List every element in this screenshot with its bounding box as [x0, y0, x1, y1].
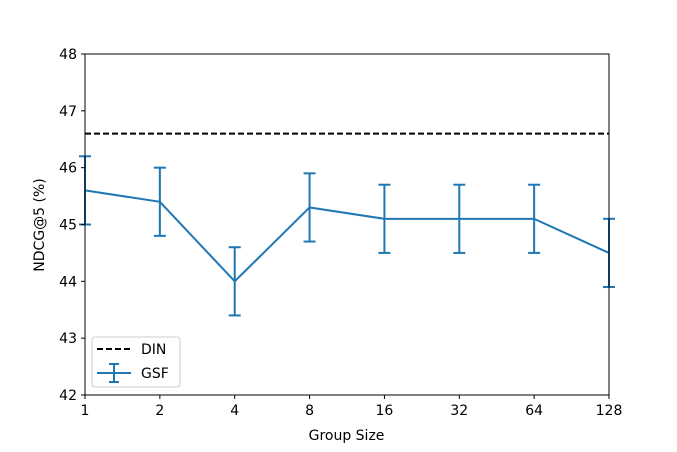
- gsf-errorbar: [303, 172, 316, 243]
- y-tick-label: 48: [59, 47, 77, 63]
- x-tick-label: 64: [525, 403, 543, 419]
- gsf-errorbar: [228, 246, 241, 317]
- x-tick-label: 4: [230, 403, 239, 419]
- x-tick-label: 32: [450, 403, 468, 419]
- gsf-errorbar: [453, 183, 466, 254]
- gsf-errorbar: [378, 183, 391, 254]
- legend-din-label: DIN: [141, 342, 166, 358]
- plot-area: [79, 132, 615, 317]
- x-tick-label: 2: [155, 403, 164, 419]
- legend-gsf-swatch: [97, 363, 131, 383]
- y-tick-label: 45: [59, 218, 77, 234]
- x-tick-label: 16: [376, 403, 394, 419]
- x-axis-title: Group Size: [309, 428, 385, 444]
- y-axis-title: NDCG@5 (%): [32, 178, 48, 271]
- gsf-line: [84, 189, 610, 283]
- y-tick-label: 42: [59, 388, 77, 404]
- x-tick-label: 8: [305, 403, 314, 419]
- x-tick-label: 128: [596, 403, 623, 419]
- legend: DIN GSF: [91, 336, 181, 388]
- x-tick-label: 1: [81, 403, 90, 419]
- y-tick-label: 47: [59, 104, 77, 120]
- gsf-errorbar: [153, 166, 166, 237]
- y-tick-label: 46: [59, 161, 77, 177]
- y-tick-label: 43: [59, 331, 77, 347]
- legend-gsf-label: GSF: [141, 366, 169, 382]
- gsf-errorbar: [528, 183, 541, 254]
- y-tick-label: 44: [59, 274, 77, 290]
